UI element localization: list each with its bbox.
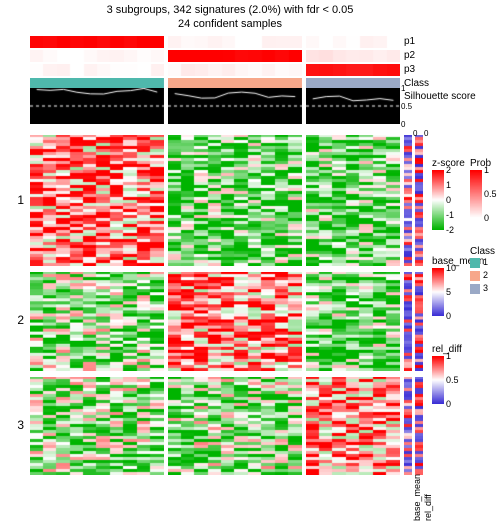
side-base_mean-r2 — [404, 272, 412, 370]
legend-title-class: Class — [470, 246, 495, 257]
row-label-3: 3 — [6, 418, 24, 432]
legend-tick-basemean-10: 10 — [446, 263, 456, 273]
side-tick0-rel_diff: 0 — [424, 129, 428, 138]
heatmap-r1-c3 — [306, 135, 400, 266]
legend-swatch-class-1 — [470, 258, 480, 268]
heatmap-r2-c3 — [306, 272, 400, 370]
silhouette-g2 — [168, 88, 302, 124]
heatmap-r3-c3 — [306, 377, 400, 475]
heatmap-r3-c2 — [168, 377, 302, 475]
legend-tick-prob-0.5: 0.5 — [484, 189, 497, 199]
legend-tick-zscore--2: -2 — [446, 225, 454, 235]
sil-tick-0: 0 — [401, 120, 405, 129]
heatmap-r2-c1 — [30, 272, 164, 370]
title-line-1: 3 subgroups, 342 signatures (2.0%) with … — [0, 4, 460, 16]
legend-tick-prob-1: 1 — [484, 165, 489, 175]
track-p2-g3 — [306, 50, 400, 62]
row-label-2: 2 — [6, 313, 24, 327]
sil-tick-0.5: 0.5 — [401, 102, 412, 111]
label-p2: p2 — [404, 50, 415, 61]
side-label-base_mean: base_mean — [412, 474, 422, 521]
track-p3-g2 — [168, 64, 302, 76]
sil-tick-1: 1 — [401, 84, 405, 93]
heatmap-r2-c2 — [168, 272, 302, 370]
legend-tick-zscore-0: 0 — [446, 195, 451, 205]
track-p3-g1 — [30, 64, 164, 76]
track-p2-g2 — [168, 50, 302, 62]
side-base_mean-r1 — [404, 135, 412, 266]
legend-tick-reldiff-0.5: 0.5 — [446, 375, 459, 385]
side-rel_diff-r1 — [415, 135, 423, 266]
label-silhouette: Silhouette score — [404, 92, 476, 101]
side-base_mean-r3 — [404, 377, 412, 475]
legend-tick-zscore-2: 2 — [446, 165, 451, 175]
legend-reldiff — [432, 356, 444, 404]
track-p1-g3 — [306, 36, 400, 48]
track-p2-g1 — [30, 50, 164, 62]
side-tick0-base_mean: 0 — [413, 129, 417, 138]
side-label-rel_diff: rel_diff — [423, 494, 433, 521]
heatmap-r3-c1 — [30, 377, 164, 475]
track-p1-g1 — [30, 36, 164, 48]
legend-tick-basemean-5: 5 — [446, 287, 451, 297]
legend-basemean — [432, 268, 444, 316]
legend-tick-reldiff-0: 0 — [446, 399, 451, 409]
label-p1: p1 — [404, 36, 415, 47]
track-p3-g3 — [306, 64, 400, 76]
side-rel_diff-r2 — [415, 272, 423, 370]
legend-swatch-class-3 — [470, 284, 480, 294]
legend-tick-basemean-0: 0 — [446, 311, 451, 321]
legend-tick-prob-0: 0 — [484, 213, 489, 223]
legend-prob — [470, 170, 482, 218]
label-class: Class — [404, 78, 429, 89]
heatmap-r1-c1 — [30, 135, 164, 266]
legend-swatch-class-2 — [470, 271, 480, 281]
track-p1-g2 — [168, 36, 302, 48]
silhouette-g3 — [306, 88, 400, 124]
legend-tick-zscore-1: 1 — [446, 180, 451, 190]
legend-zscore — [432, 170, 444, 230]
row-label-1: 1 — [6, 193, 24, 207]
legend-label-class-1: 1 — [483, 257, 488, 267]
title-line-2: 24 confident samples — [0, 18, 460, 30]
label-p3: p3 — [404, 64, 415, 75]
legend-tick-reldiff-1: 1 — [446, 351, 451, 361]
side-rel_diff-r3 — [415, 377, 423, 475]
legend-label-class-2: 2 — [483, 270, 488, 280]
heatmap-r1-c2 — [168, 135, 302, 266]
silhouette-g1 — [30, 88, 164, 124]
legend-tick-zscore--1: -1 — [446, 210, 454, 220]
legend-label-class-3: 3 — [483, 283, 488, 293]
